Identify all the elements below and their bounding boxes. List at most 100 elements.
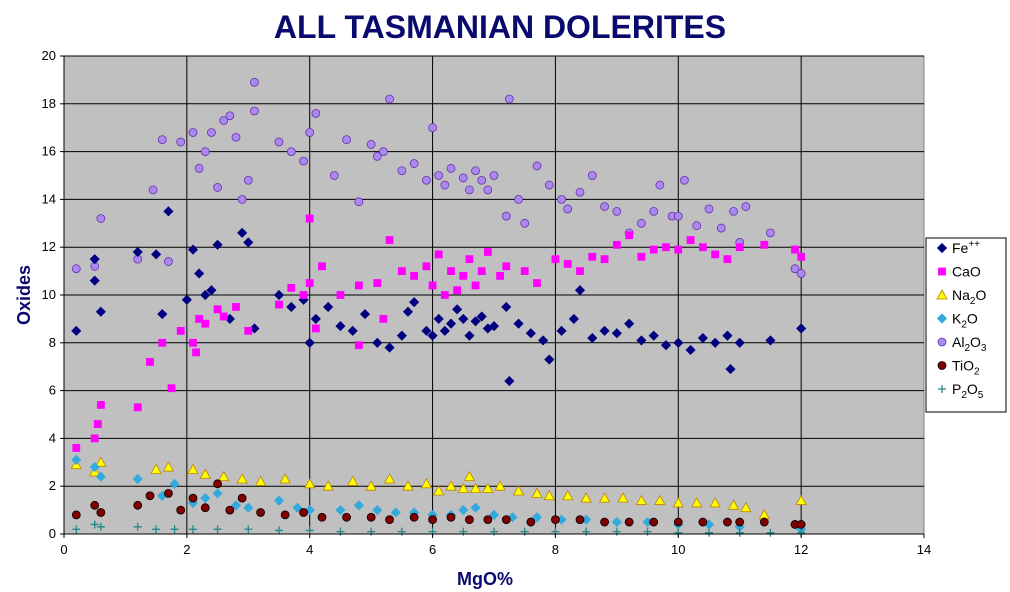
data-point	[71, 510, 81, 520]
data-point	[482, 482, 494, 493]
data-point	[766, 528, 775, 537]
data-point	[729, 206, 738, 216]
data-point	[440, 291, 449, 299]
chart-title: ALL TASMANIAN DOLERITES	[274, 9, 726, 45]
legend-label: K2O	[952, 311, 978, 331]
data-point	[649, 517, 659, 527]
data-point	[342, 512, 351, 522]
data-point	[471, 166, 480, 176]
data-point	[525, 328, 536, 339]
data-point	[428, 515, 437, 525]
data-point	[322, 480, 334, 491]
data-point	[273, 289, 285, 301]
legend-item-fepp: Fe++	[936, 239, 980, 256]
data-point	[600, 202, 609, 211]
data-point	[496, 271, 505, 280]
data-point	[132, 246, 143, 258]
data-point	[218, 470, 230, 482]
data-point	[397, 267, 406, 276]
data-point	[167, 384, 176, 393]
data-point	[520, 218, 530, 228]
data-point	[727, 499, 740, 510]
data-point	[494, 480, 506, 491]
data-point	[625, 231, 634, 240]
data-point	[287, 283, 296, 292]
data-point	[654, 494, 666, 505]
legend-box	[925, 237, 1007, 413]
data-point	[422, 262, 431, 271]
data-point	[722, 330, 733, 341]
data-point	[213, 525, 222, 534]
legend-marker	[936, 242, 948, 254]
data-point	[735, 528, 744, 537]
data-point	[568, 313, 579, 324]
data-point	[544, 354, 555, 365]
data-point	[146, 358, 154, 366]
data-point	[409, 159, 419, 168]
data-point	[305, 214, 314, 223]
data-point	[89, 275, 100, 286]
data-point	[195, 314, 204, 323]
y-tick-label: 14	[42, 191, 56, 206]
data-point	[158, 338, 167, 347]
data-point	[611, 328, 622, 339]
data-point	[711, 250, 720, 259]
data-point	[422, 175, 431, 185]
y-tick-label: 16	[42, 144, 56, 159]
data-point	[469, 482, 482, 493]
data-point	[133, 403, 142, 412]
legend: Fe++ CaO Na2O K2O Al2O3 TiO2 P2O5	[925, 237, 1007, 413]
y-tick-label: 12	[42, 239, 56, 254]
x-tick-label: 12	[794, 542, 808, 557]
y-axis-title: Oxides	[14, 265, 34, 325]
y-tick-label: 8	[49, 335, 56, 350]
data-point	[365, 480, 377, 491]
y-tick-label: 10	[42, 287, 56, 302]
y-tick-label: 0	[49, 526, 56, 541]
data-point	[157, 135, 167, 145]
data-point	[766, 228, 775, 238]
legend-marker	[937, 337, 947, 347]
data-point	[734, 337, 745, 348]
data-point	[219, 116, 229, 125]
data-point	[366, 512, 376, 522]
data-point	[458, 313, 469, 324]
data-point	[735, 243, 744, 252]
data-point	[637, 252, 646, 261]
data-point	[557, 194, 566, 204]
data-point	[385, 236, 394, 244]
data-point	[188, 493, 198, 503]
legend-label: Fe++	[952, 239, 980, 256]
data-point	[150, 463, 162, 474]
legend-item-al2o3: Al2O3	[937, 334, 987, 354]
data-point	[162, 461, 175, 472]
data-point	[409, 512, 419, 522]
data-point	[379, 147, 388, 157]
data-point	[420, 477, 433, 489]
series-cao	[72, 214, 806, 452]
data-point	[698, 243, 707, 252]
data-point	[96, 522, 105, 531]
data-point	[187, 244, 199, 255]
series-tio2	[71, 479, 806, 529]
data-point	[189, 525, 197, 534]
data-point	[723, 517, 732, 527]
data-point	[476, 311, 487, 322]
y-tick-label: 18	[42, 96, 56, 111]
data-point	[697, 332, 708, 344]
x-axis-title: MgO%	[457, 569, 513, 589]
data-point	[575, 187, 585, 197]
data-point	[305, 279, 314, 287]
data-point	[286, 301, 297, 313]
data-point	[354, 341, 363, 350]
data-point	[458, 173, 468, 183]
legend-label: Al2O3	[952, 334, 987, 354]
data-point	[662, 243, 670, 252]
data-point	[544, 180, 554, 190]
data-point	[686, 236, 695, 244]
data-point	[698, 517, 708, 527]
data-point	[336, 291, 345, 299]
data-point	[599, 325, 610, 336]
data-point	[323, 301, 334, 313]
